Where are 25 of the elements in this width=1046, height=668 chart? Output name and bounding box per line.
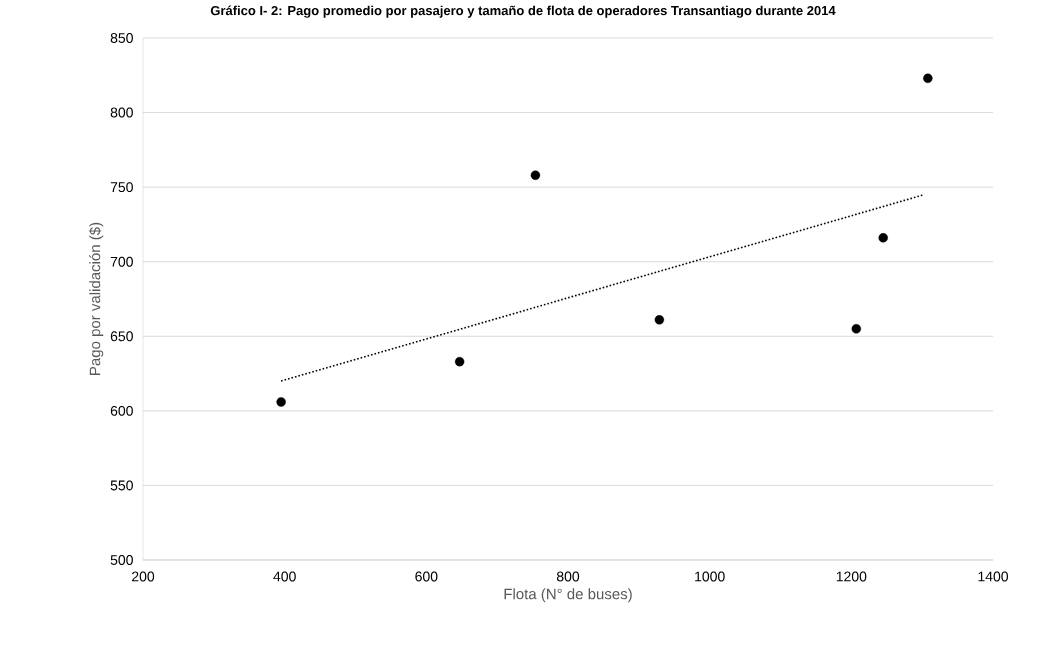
- x-tick-label: 200: [132, 571, 155, 582]
- y-tick-label: 650: [110, 331, 133, 342]
- y-tick-label: 550: [110, 480, 133, 491]
- x-tick-label: 1000: [695, 571, 725, 582]
- y-tick-label: 600: [110, 405, 133, 416]
- point: [878, 233, 888, 243]
- x-tick-label: 400: [273, 571, 296, 582]
- y-tick-label: 500: [110, 555, 133, 565]
- x-axis-title: Flota (N° de buses): [504, 588, 632, 603]
- point: [454, 356, 465, 367]
- y-tick-label: 800: [110, 107, 133, 118]
- x-tick-label: 800: [556, 571, 580, 582]
- x-tick-label: 1200: [836, 571, 867, 582]
- point: [654, 315, 665, 325]
- y-tick-label: 850: [110, 33, 133, 43]
- point: [530, 170, 541, 180]
- x-tick-label: 1400: [978, 571, 1009, 582]
- y-tick-label: 700: [110, 256, 133, 267]
- y-tick-label: 750: [110, 182, 133, 193]
- x-tick-label: 600: [415, 571, 438, 582]
- point: [923, 73, 933, 83]
- point: [276, 397, 286, 407]
- chart-title: Gráfico I- 2: Pago promedio por pasajero y tamaño de flota de operadores Transantiago durante 2014: [210, 5, 836, 18]
- y-axis-title: Pago por validación ($): [89, 222, 104, 375]
- point: [851, 324, 861, 334]
